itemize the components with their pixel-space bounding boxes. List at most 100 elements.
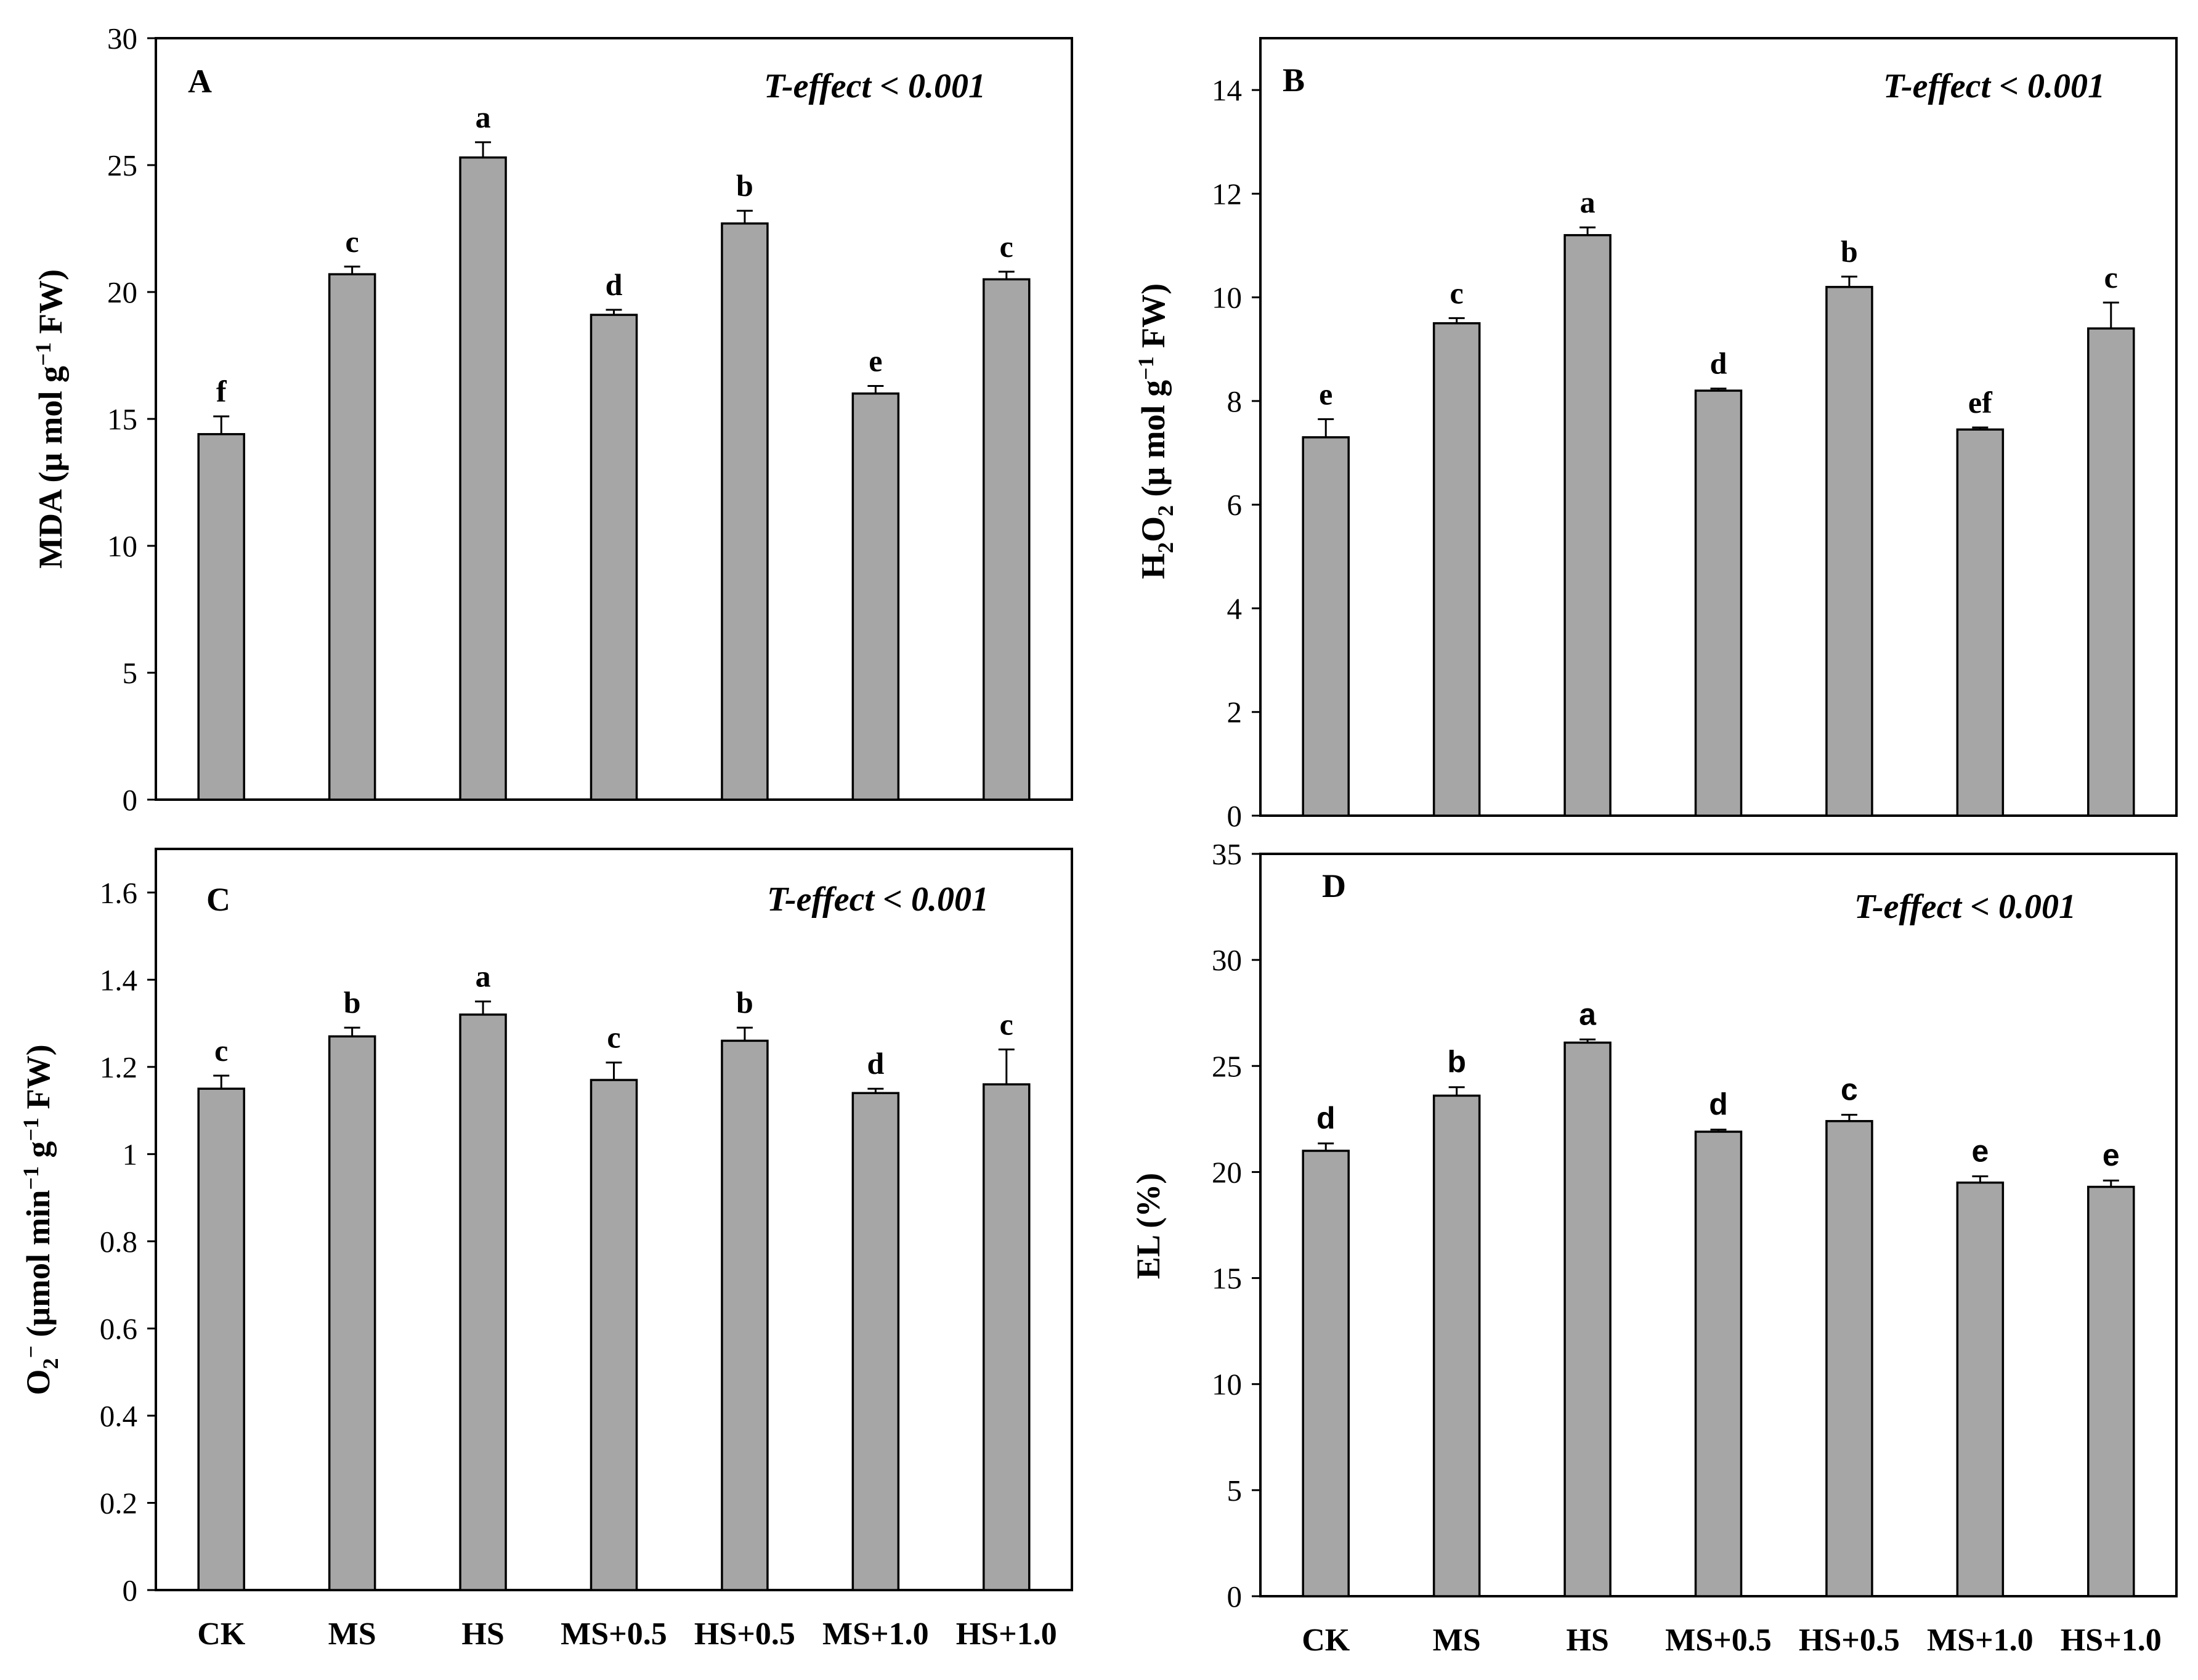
x-tick-label-d-2: HS	[1566, 1623, 1608, 1658]
t-effect-a: T-effect < 0.001	[764, 67, 986, 105]
significance-letter-b-1: c	[1450, 275, 1464, 310]
ylabel-b-rest: (μ mol g	[1135, 380, 1172, 505]
panel-label-a: A	[188, 63, 212, 100]
bar-d-1	[1432, 1094, 1481, 1597]
y-tick-label-c-3: 0.6	[100, 1312, 137, 1345]
y-tick-label-a-4: 20	[107, 275, 137, 309]
significance-letter-a-6: c	[1000, 229, 1013, 264]
x-tick-label-c-1: MS	[328, 1617, 376, 1652]
significance-letter-d-2: a	[1579, 997, 1597, 1031]
x-tick-label-c-3: MS+0.5	[561, 1617, 667, 1652]
ylabel-a-sup: −1	[31, 342, 55, 366]
x-tick-label-d-4: HS+0.5	[1799, 1623, 1900, 1658]
bar-a-0	[197, 432, 245, 801]
t-effect-d: T-effect < 0.001	[1854, 888, 2076, 926]
y-tick-label-d-5: 25	[1212, 1049, 1242, 1083]
ylabel-c-sup: −	[18, 1345, 43, 1358]
bar-c-0	[197, 1087, 245, 1591]
significance-letter-c-1: b	[344, 985, 361, 1020]
y-tick-label-c-1: 0.2	[100, 1486, 137, 1520]
y-axis-label-b: H2O2 (μ mol g−1 FW)	[1133, 283, 1178, 579]
bars-b: e c a d b ef c	[1302, 185, 2135, 817]
bar-d-6	[2087, 1185, 2135, 1597]
y-axis-label-a: MDA (μ mol g−1 FW)	[31, 269, 69, 569]
y-axis-b: 0 2 4 6 8 10 12 14	[1212, 73, 1260, 833]
significance-letter-d-6: e	[2103, 1138, 2120, 1172]
ylabel-b-sup: −1	[1133, 356, 1158, 380]
bar-d-0	[1302, 1150, 1350, 1597]
bar-c-5	[851, 1092, 900, 1591]
bar-a-5	[851, 392, 900, 801]
ylabel-c-o: O	[20, 1370, 57, 1395]
x-tick-label-d-1: MS	[1433, 1623, 1481, 1658]
y-tick-label-d-6: 30	[1212, 943, 1242, 977]
significance-letter-c-6: c	[1000, 1007, 1013, 1042]
t-effect-c: T-effect < 0.001	[767, 880, 989, 919]
ylabel-b-o: O	[1135, 516, 1172, 542]
bar-d-4	[1825, 1120, 1873, 1597]
significance-letter-c-2: a	[476, 959, 491, 994]
y-tick-label-b-2: 4	[1227, 591, 1243, 625]
bar-b-0	[1302, 436, 1350, 817]
ylabel-a-base: MDA (μ mol g	[32, 366, 69, 569]
y-tick-label-c-2: 0.4	[100, 1399, 137, 1433]
y-axis-label-c: O2− (μmol min−1 g−1 FW)	[18, 1044, 63, 1395]
ylabel-c-sub: 2	[38, 1358, 63, 1370]
panel-label-d: D	[1322, 867, 1346, 904]
bar-c-4	[721, 1039, 769, 1591]
x-tick-label-d-0: CK	[1302, 1623, 1350, 1658]
ylabel-b-tail: FW)	[1135, 283, 1172, 356]
panel-label-c: C	[206, 881, 230, 918]
x-tick-label-c-6: HS+1.0	[956, 1617, 1057, 1652]
y-tick-label-a-3: 15	[107, 402, 137, 436]
significance-letter-b-5: ef	[1968, 385, 1993, 420]
significance-letter-d-0: d	[1316, 1101, 1336, 1135]
significance-letter-d-5: e	[1971, 1134, 1989, 1168]
significance-letter-b-4: b	[1841, 234, 1858, 269]
ylabel-c-rest: (μmol min	[20, 1190, 57, 1345]
bar-a-4	[721, 222, 769, 801]
bar-b-3	[1694, 389, 1743, 817]
y-tick-label-b-6: 12	[1212, 177, 1242, 211]
y-tick-label-b-5: 10	[1212, 281, 1242, 315]
significance-letter-b-0: e	[1319, 376, 1332, 411]
y-tick-label-a-5: 25	[107, 148, 137, 182]
y-tick-label-a-1: 5	[123, 656, 138, 690]
y-axis-c: 0 0.2 0.4 0.6 0.8 1 1.2 1.4 1.6	[100, 876, 156, 1607]
significance-letter-c-5: d	[867, 1046, 884, 1081]
panel-d: 0 5 10 15 20 25 30 35 d b a d c e e CK MS HS MS+0.5 HS+0.…	[1130, 837, 2178, 1658]
panel-label-b: B	[1283, 62, 1305, 99]
significance-letter-d-1: b	[1447, 1045, 1466, 1079]
significance-letter-a-4: b	[736, 168, 753, 203]
bars-d: d b a d c e e	[1302, 997, 2135, 1597]
significance-letter-c-4: b	[736, 985, 753, 1020]
y-tick-label-b-3: 6	[1227, 488, 1243, 522]
y-axis-label-d: EL (%)	[1130, 1173, 1167, 1280]
x-tick-label-c-0: CK	[197, 1617, 246, 1652]
significance-letter-a-5: e	[869, 343, 882, 378]
y-tick-label-d-7: 35	[1212, 837, 1242, 871]
significance-letter-d-3: d	[1709, 1087, 1728, 1122]
bar-a-3	[590, 314, 638, 801]
significance-letter-a-0: f	[216, 374, 227, 408]
bar-d-5	[1956, 1181, 2005, 1597]
y-tick-label-a-0: 0	[123, 783, 138, 817]
ylabel-c-sup3: −1	[18, 1118, 43, 1142]
y-tick-label-c-5: 1	[123, 1137, 138, 1171]
y-tick-label-c-6: 1.2	[100, 1050, 137, 1084]
y-tick-label-b-0: 0	[1227, 799, 1243, 833]
bar-c-1	[328, 1035, 376, 1591]
bar-d-2	[1563, 1041, 1612, 1597]
y-tick-label-c-8: 1.6	[100, 876, 137, 910]
bars-a: f c a d b e c	[197, 100, 1031, 801]
significance-letter-c-0: c	[214, 1033, 228, 1068]
bar-c-3	[590, 1079, 638, 1591]
ylabel-a-tail: FW)	[32, 269, 69, 342]
y-tick-label-d-4: 20	[1212, 1155, 1242, 1189]
x-tick-label-c-5: MS+1.0	[822, 1617, 929, 1652]
significance-letter-a-3: d	[606, 267, 623, 302]
significance-letter-d-4: c	[1841, 1072, 1858, 1106]
bar-c-6	[983, 1083, 1031, 1591]
